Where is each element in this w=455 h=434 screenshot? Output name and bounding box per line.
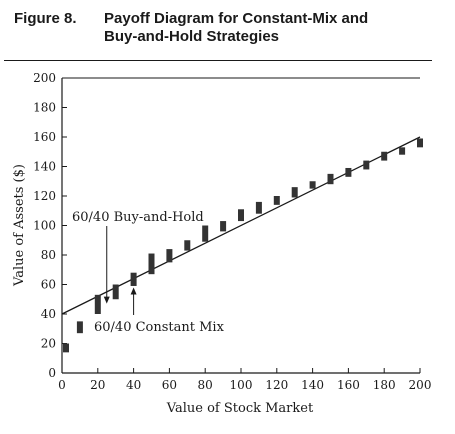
constant-mix-bar xyxy=(112,284,119,300)
constant-mix-bar xyxy=(148,253,155,275)
constant-mix-bar xyxy=(184,240,191,251)
x-tick-label: 0 xyxy=(58,378,66,392)
annotation-constant-mix: 60/40 Constant Mix xyxy=(94,320,225,335)
y-tick-label: 40 xyxy=(41,307,56,321)
y-tick-label: 20 xyxy=(41,337,56,351)
figure-title: Payoff Diagram for Constant-Mix and Buy-… xyxy=(104,10,434,46)
x-tick-label: 200 xyxy=(409,378,432,392)
arrowhead-buy-and-hold xyxy=(103,296,110,304)
y-tick-label: 100 xyxy=(33,219,56,233)
constant-mix-bar xyxy=(166,249,173,263)
x-tick-label: 160 xyxy=(337,378,360,392)
x-tick-label: 60 xyxy=(162,378,177,392)
constant-mix-bar xyxy=(76,321,83,334)
chart-marks xyxy=(61,136,423,353)
chart-annotations: 60/40 Buy-and-Hold 60/40 Constant Mix xyxy=(72,210,225,335)
x-tick-label: 140 xyxy=(301,378,324,392)
constant-mix-bar xyxy=(130,272,137,286)
x-tick-label: 180 xyxy=(373,378,396,392)
arrowhead-constant-mix xyxy=(130,287,137,295)
x-tick-label: 40 xyxy=(126,378,141,392)
constant-mix-bar xyxy=(202,225,209,242)
x-tick-label: 20 xyxy=(90,378,105,392)
x-axis-label: Value of Stock Market xyxy=(166,401,314,416)
constant-mix-bar xyxy=(273,196,280,205)
y-tick-label: 180 xyxy=(33,101,56,115)
constant-mix-bar xyxy=(345,167,352,177)
y-tick-label: 120 xyxy=(33,189,56,203)
figure-title-line-2: Buy-and-Hold Strategies xyxy=(104,28,280,45)
figure-title-line-1: Payoff Diagram for Constant-Mix and xyxy=(104,10,369,27)
constant-mix-bar xyxy=(94,294,101,314)
constant-mix-bar xyxy=(381,151,388,161)
constant-mix-bar xyxy=(417,138,423,148)
chart-axes: 0 20 40 60 80 100 120 140 160 180 200 0 20 40 60 80 100 1… xyxy=(33,71,431,392)
y-axis-label: Value of Assets ($) xyxy=(12,164,27,287)
y-tick-label: 160 xyxy=(33,130,56,144)
constant-mix-bar xyxy=(63,343,69,353)
figure-number: Figure 8. xyxy=(14,10,77,27)
x-tick-label: 80 xyxy=(198,378,213,392)
constant-mix-bar xyxy=(238,209,244,222)
figure-header: Figure 8. Payoff Diagram for Constant-Mi… xyxy=(14,8,434,58)
constant-mix-bar xyxy=(255,201,262,214)
y-tick-label: 80 xyxy=(41,248,56,262)
y-tick-label: 0 xyxy=(48,366,56,380)
buy-and-hold-line xyxy=(61,136,421,315)
y-tick-label: 200 xyxy=(33,71,56,85)
constant-mix-bar xyxy=(399,147,406,155)
y-tick-label: 140 xyxy=(33,160,56,174)
y-tick-label: 60 xyxy=(41,278,56,292)
annotation-buy-and-hold: 60/40 Buy-and-Hold xyxy=(72,210,204,225)
constant-mix-bar xyxy=(327,173,334,185)
x-tick-label: 120 xyxy=(265,378,288,392)
x-tick-label: 100 xyxy=(230,378,253,392)
constant-mix-bar xyxy=(309,181,316,189)
constant-mix-bar xyxy=(220,221,227,232)
constant-mix-bar xyxy=(363,160,370,170)
constant-mix-bar xyxy=(291,187,298,198)
title-rule xyxy=(4,60,432,61)
